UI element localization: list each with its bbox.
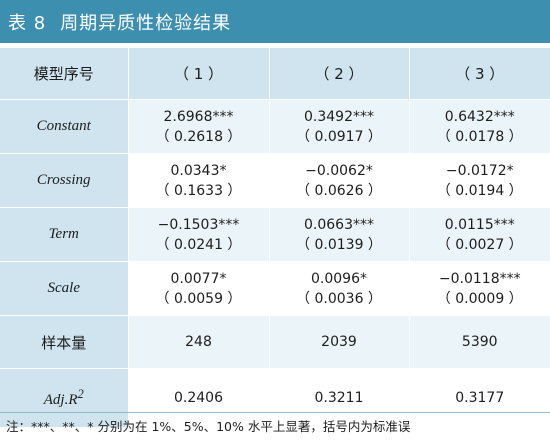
row-label-adj-r2: Adj.R2	[0, 368, 128, 428]
row-term: Term −0.1503*** （ 0.0241 ） 0.0663*** （ 0.0…	[0, 207, 550, 262]
coefficient: −0.0172*	[445, 162, 514, 179]
cell-sample-size-2: 2039	[268, 315, 409, 369]
row-scale: Scale 0.0077* （ 0.0059 ） 0.0096* （ 0.0036 …	[0, 261, 550, 316]
column-header-1: （ 1 ）	[127, 48, 269, 100]
row-label-constant: Constant	[0, 99, 128, 154]
standard-error: （ 0.0036 ）	[296, 290, 382, 307]
row-constant: Constant 2.6968*** （ 0.2618 ） 0.3492*** （ …	[0, 99, 550, 154]
standard-error: （ 0.0178 ）	[436, 128, 523, 145]
table-footnote: 注：***、**、* 分别为在 1%、5%、10% 水平上显著，括号内为标准误	[0, 412, 550, 442]
cell-term-3: 0.0115*** （ 0.0027 ）	[408, 207, 550, 262]
cell-constant-1: 2.6968*** （ 0.2618 ）	[127, 99, 269, 154]
cell-constant-3: 0.6432*** （ 0.0178 ）	[408, 99, 550, 154]
coefficient: −0.0062*	[305, 162, 373, 179]
standard-error: （ 0.1633 ）	[155, 182, 242, 199]
cell-sample-size-3: 5390	[408, 315, 550, 369]
column-header-2: （ 2 ）	[268, 48, 409, 100]
coefficient: 0.0115***	[444, 216, 515, 233]
cell-constant-2: 0.3492*** （ 0.0917 ）	[268, 99, 409, 154]
row-label-scale: Scale	[0, 261, 128, 316]
row-sample-size: 样本量 248 2039 5390	[0, 315, 550, 369]
cell-scale-2: 0.0096* （ 0.0036 ）	[268, 261, 409, 316]
coefficient: 0.0096*	[311, 270, 367, 287]
row-label-sample-size: 样本量	[0, 315, 128, 369]
standard-error: （ 0.0194 ）	[436, 182, 523, 199]
standard-error: （ 0.0059 ）	[155, 290, 242, 307]
table-title-bar: 表 8 周期异质性检验结果	[0, 0, 550, 43]
coefficient: 0.3492***	[304, 108, 374, 125]
cell-scale-3: −0.0118*** （ 0.0009 ）	[408, 261, 550, 316]
standard-error: （ 0.0139 ）	[296, 236, 382, 253]
cell-crossing-3: −0.0172* （ 0.0194 ）	[408, 153, 550, 208]
cell-adj-r2-2: 0.3211	[268, 368, 409, 428]
row-label-term: Term	[0, 207, 128, 262]
cell-crossing-2: −0.0062* （ 0.0626 ）	[268, 153, 409, 208]
coefficient: 0.6432***	[444, 108, 515, 125]
cell-term-1: −0.1503*** （ 0.0241 ）	[127, 207, 269, 262]
coefficient: 0.0077*	[170, 270, 227, 287]
coefficient: 0.0343*	[170, 162, 227, 179]
table-number: 表 8	[8, 12, 47, 34]
coefficient: −0.1503***	[157, 216, 240, 233]
row-crossing: Crossing 0.0343* （ 0.1633 ） −0.0062* （ 0.0…	[0, 153, 550, 208]
row-adj-r2: Adj.R2 0.2406 0.3211 0.3177	[0, 368, 550, 428]
header-row: 模型序号 （ 1 ） （ 2 ） （ 3 ）	[0, 48, 550, 100]
coefficient: −0.0118***	[438, 270, 521, 287]
coefficient: 2.6968***	[163, 108, 234, 125]
adj-r-superscript: 2	[77, 387, 84, 401]
column-header-3: （ 3 ）	[408, 48, 550, 100]
cell-sample-size-1: 248	[127, 315, 269, 369]
column-header-model: 模型序号	[0, 48, 128, 100]
standard-error: （ 0.0009 ）	[436, 290, 523, 307]
adj-r-label: Adj.R	[43, 392, 78, 408]
cell-term-2: 0.0663*** （ 0.0139 ）	[268, 207, 409, 262]
coefficient: 0.0663***	[304, 216, 374, 233]
cell-scale-1: 0.0077* （ 0.0059 ）	[127, 261, 269, 316]
standard-error: （ 0.0917 ）	[296, 128, 382, 145]
standard-error: （ 0.0027 ）	[436, 236, 523, 253]
table-title: 周期异质性检验结果	[60, 12, 232, 34]
standard-error: （ 0.2618 ）	[155, 128, 242, 145]
cell-crossing-1: 0.0343* （ 0.1633 ）	[127, 153, 269, 208]
standard-error: （ 0.0626 ）	[296, 182, 382, 199]
cell-adj-r2-1: 0.2406	[127, 368, 269, 428]
standard-error: （ 0.0241 ）	[155, 236, 242, 253]
row-label-crossing: Crossing	[0, 153, 128, 208]
results-table: 模型序号 （ 1 ） （ 2 ） （ 3 ） Constant 2.6968**…	[0, 48, 550, 428]
cell-adj-r2-3: 0.3177	[408, 368, 550, 428]
